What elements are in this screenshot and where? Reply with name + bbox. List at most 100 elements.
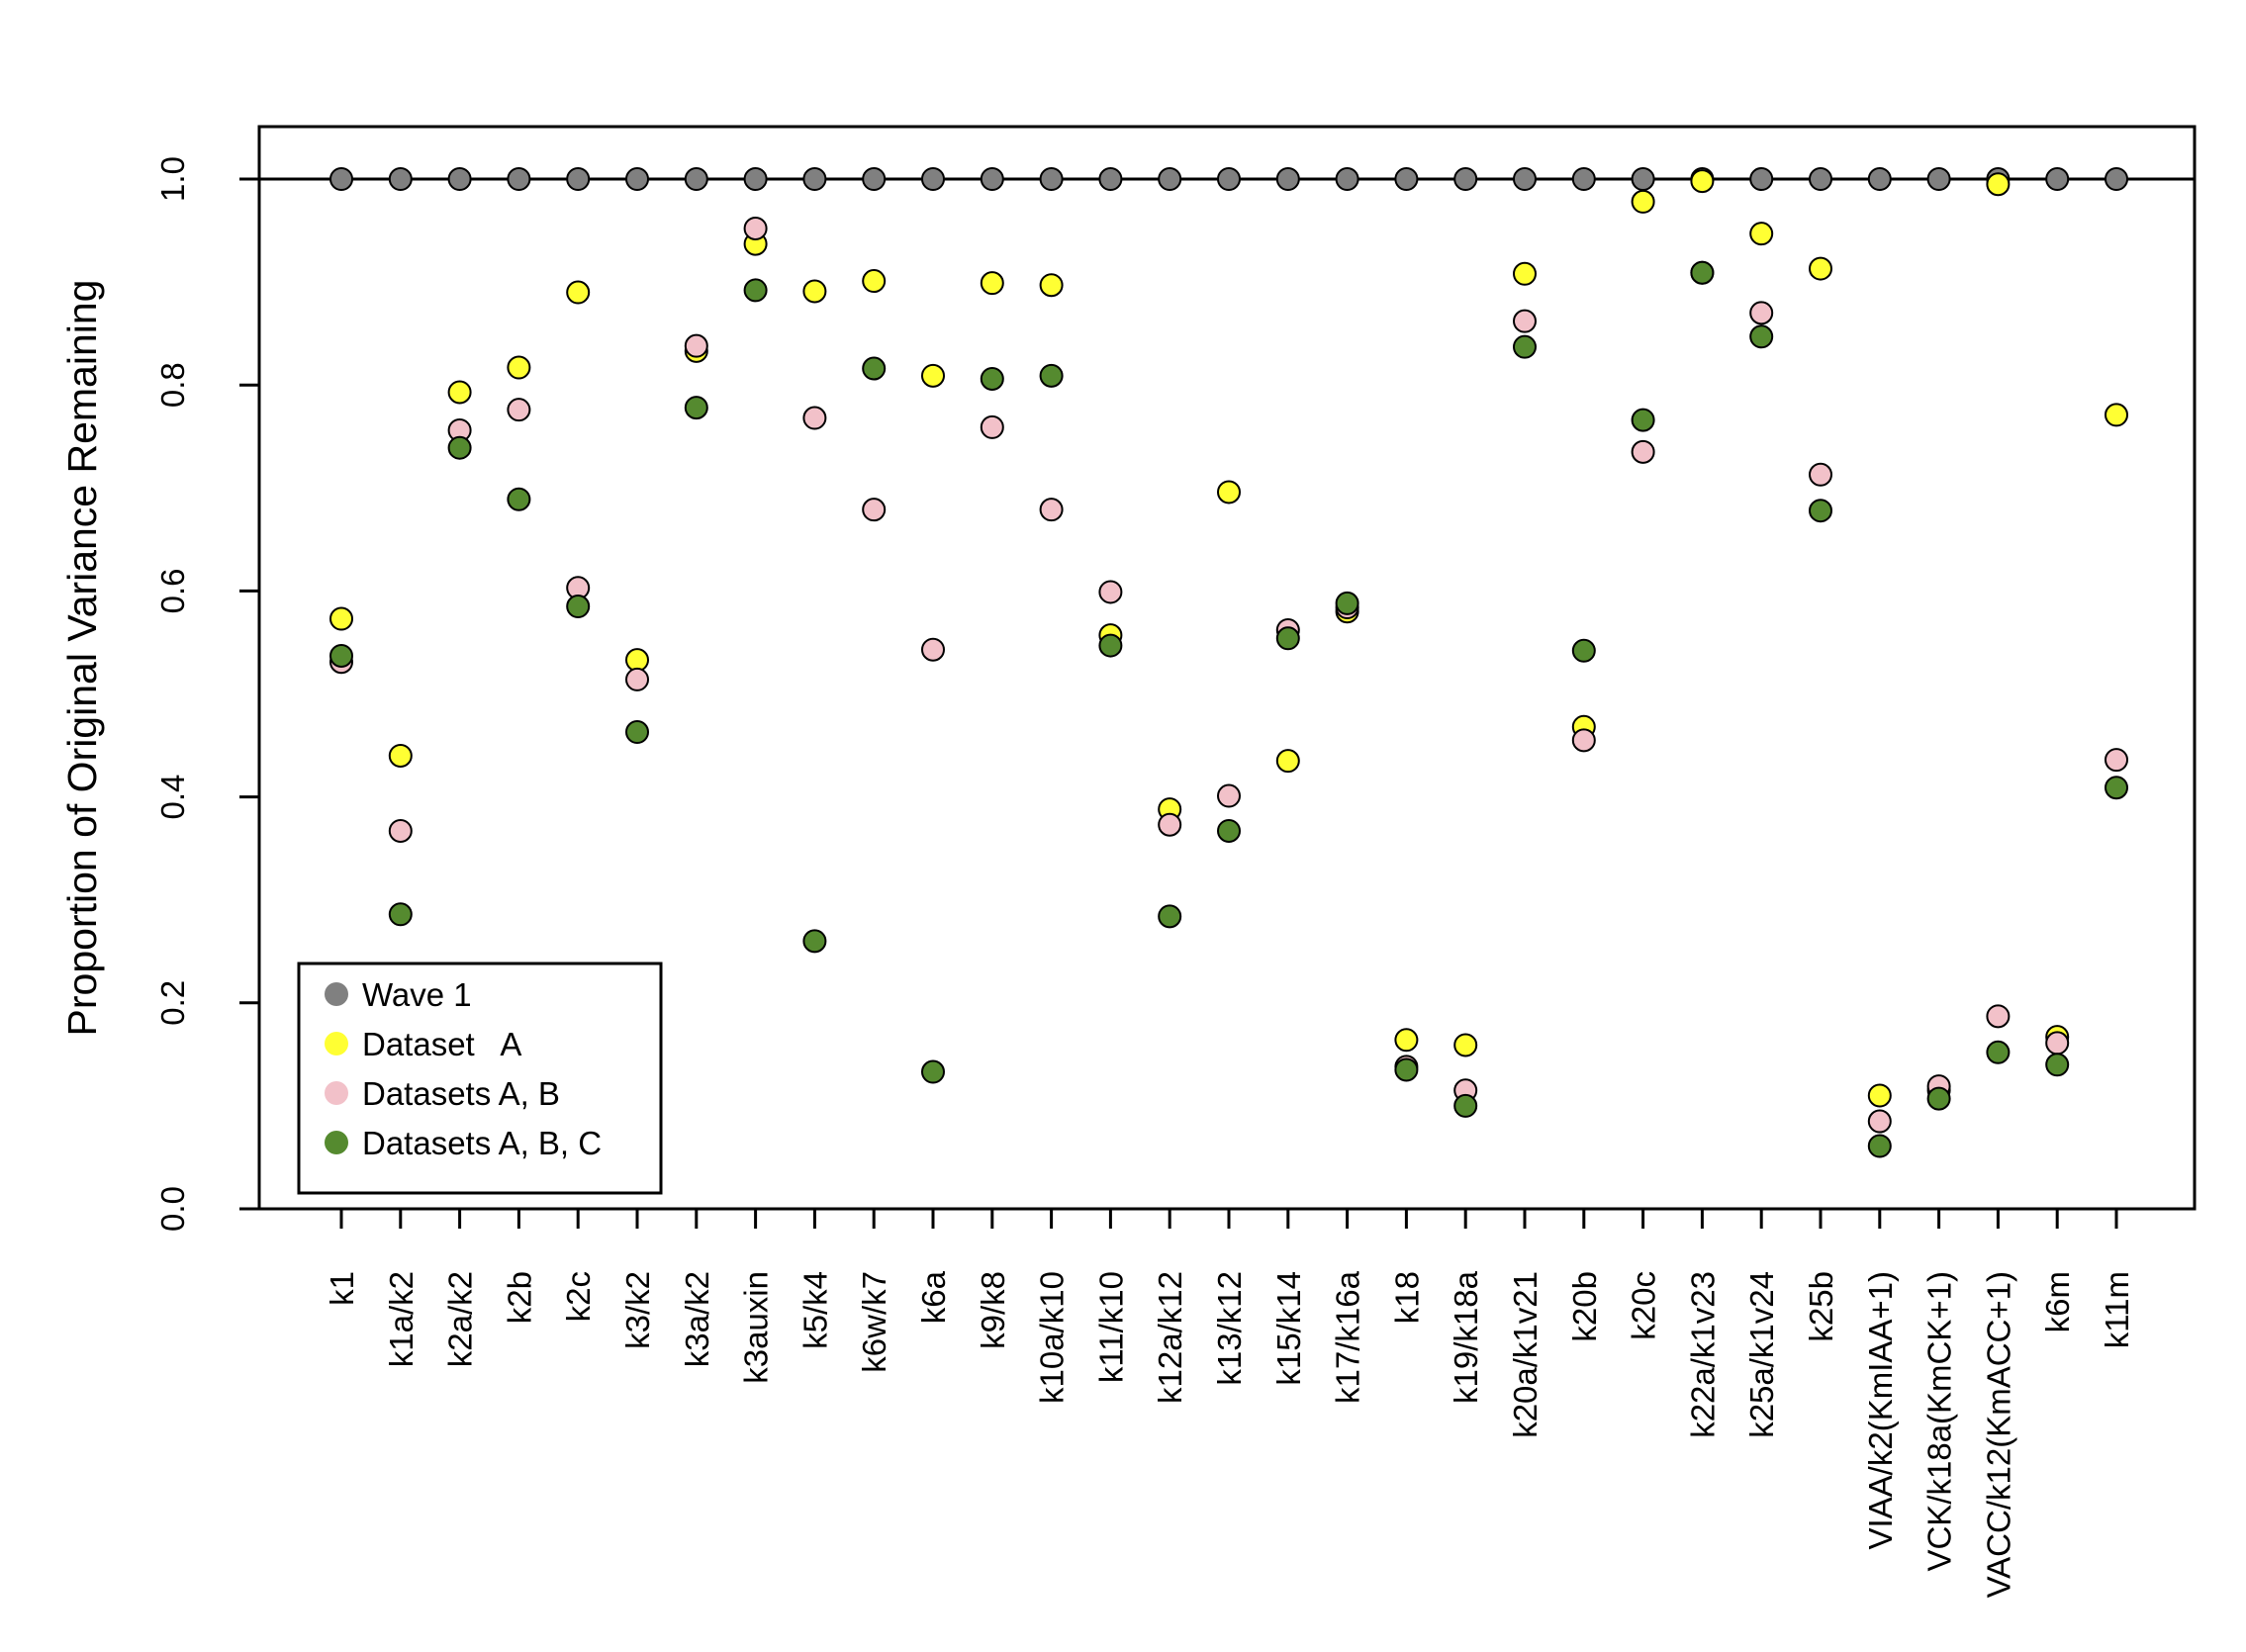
legend-swatch — [325, 1131, 348, 1154]
x-tick-label: k1 — [324, 1271, 360, 1306]
x-tick-label: k11m — [2099, 1271, 2135, 1348]
data-point — [1275, 749, 1300, 774]
x-tick-label: k2c — [560, 1271, 597, 1322]
data-point — [2045, 1031, 2070, 1055]
data-point — [1217, 167, 1241, 191]
data-point — [1571, 167, 1596, 191]
x-tick-label: k20b — [1566, 1271, 1603, 1342]
data-point — [684, 167, 708, 191]
data-point — [1513, 261, 1537, 286]
legend-swatch — [325, 1081, 348, 1105]
data-point — [1275, 626, 1300, 651]
data-point — [329, 643, 353, 668]
data-point — [566, 595, 591, 619]
data-point — [1986, 172, 2011, 197]
data-point — [388, 818, 413, 843]
legend-box — [297, 962, 663, 1195]
data-point — [1275, 167, 1300, 191]
data-point — [1098, 167, 1123, 191]
x-tick-label: k3auxin — [738, 1271, 775, 1384]
data-point — [802, 279, 827, 304]
data-point — [1749, 222, 1774, 246]
data-point — [921, 363, 945, 388]
data-point — [1394, 1057, 1419, 1082]
data-point — [1571, 728, 1596, 753]
data-point — [1809, 256, 1832, 281]
data-point — [2105, 167, 2128, 191]
data-point — [1158, 167, 1182, 191]
data-point — [2105, 403, 2128, 427]
x-tick-label: k22a/k1v23 — [1684, 1271, 1721, 1438]
data-point — [980, 366, 1004, 391]
x-tick-label: k20c — [1626, 1271, 1662, 1340]
y-axis: 0.0 0.2 0.4 0.6 0.8 1.0 — [154, 156, 259, 1232]
data-point — [1453, 1093, 1478, 1118]
data-point — [743, 216, 768, 240]
data-point — [1513, 167, 1537, 191]
data-point — [1217, 480, 1241, 505]
x-tick-label: k6w/k7 — [856, 1271, 892, 1373]
data-point — [2045, 1053, 2070, 1077]
x-tick-label: k13/k12 — [1211, 1271, 1248, 1386]
data-point — [1867, 1083, 1892, 1108]
data-point — [862, 167, 887, 191]
data-point — [1039, 167, 1064, 191]
data-point — [1749, 301, 1774, 325]
x-tick-label: k9/k8 — [975, 1271, 1011, 1349]
data-point — [507, 398, 531, 422]
data-point — [1926, 1086, 1951, 1111]
x-tick-label: VIAA/k2(KmIAA+1) — [1862, 1271, 1899, 1550]
x-tick-label: k20a/k1v21 — [1507, 1271, 1544, 1438]
x-tick-label: k6m — [2039, 1271, 2076, 1332]
y-tick-label: 0.6 — [154, 568, 191, 613]
data-point — [1749, 167, 1774, 191]
legend-label: Dataset A — [362, 1026, 521, 1062]
data-point — [388, 167, 413, 191]
data-point — [1513, 334, 1537, 359]
data-point — [862, 269, 887, 294]
data-point — [625, 648, 649, 673]
x-tick-label: VCK/k18a(KmCK+1) — [1921, 1271, 1958, 1572]
data-point — [447, 435, 472, 460]
x-axis: k1 k1a/k2 k2a/k2 k2b k2c k3/k2 k3a/k2 k3auxin k5… — [324, 1209, 2135, 1598]
data-point — [566, 167, 591, 191]
data-point — [1809, 499, 1832, 523]
data-point — [921, 1059, 945, 1084]
data-point — [1158, 904, 1182, 929]
data-point — [1217, 818, 1241, 843]
data-point — [507, 355, 531, 380]
y-axis-title: Proportion of Original Variance Remainin… — [59, 280, 105, 1037]
data-point — [625, 667, 649, 691]
data-point — [921, 167, 945, 191]
data-point — [1809, 462, 1832, 487]
data-point — [1749, 324, 1774, 349]
data-point — [507, 167, 531, 191]
x-tick-label: k6a — [915, 1270, 952, 1324]
y-tick-label: 0.0 — [154, 1186, 191, 1232]
x-tick-label: k2a/k2 — [442, 1271, 479, 1367]
data-point — [1039, 498, 1064, 522]
legend-swatch — [325, 1032, 348, 1055]
data-point — [1690, 260, 1715, 285]
x-tick-label: VACC/k12(KmACC+1) — [1980, 1271, 2016, 1598]
data-point — [1394, 1028, 1419, 1053]
data-point — [802, 929, 827, 954]
data-point — [684, 396, 708, 420]
data-point — [388, 902, 413, 927]
legend-label: Datasets A, B — [362, 1075, 560, 1112]
data-point — [1867, 1109, 1892, 1134]
data-point — [1631, 439, 1655, 464]
series-4 — [329, 260, 2128, 1158]
data-point — [1986, 1040, 2011, 1064]
y-tick-label: 0.8 — [154, 362, 191, 408]
legend-label: Datasets A, B, C — [362, 1125, 602, 1161]
data-point — [1158, 812, 1182, 837]
data-point — [862, 356, 887, 381]
data-point — [921, 637, 945, 662]
data-point — [1571, 638, 1596, 663]
x-tick-label: k1a/k2 — [383, 1271, 420, 1367]
data-point — [743, 278, 768, 303]
data-point — [1335, 591, 1359, 615]
